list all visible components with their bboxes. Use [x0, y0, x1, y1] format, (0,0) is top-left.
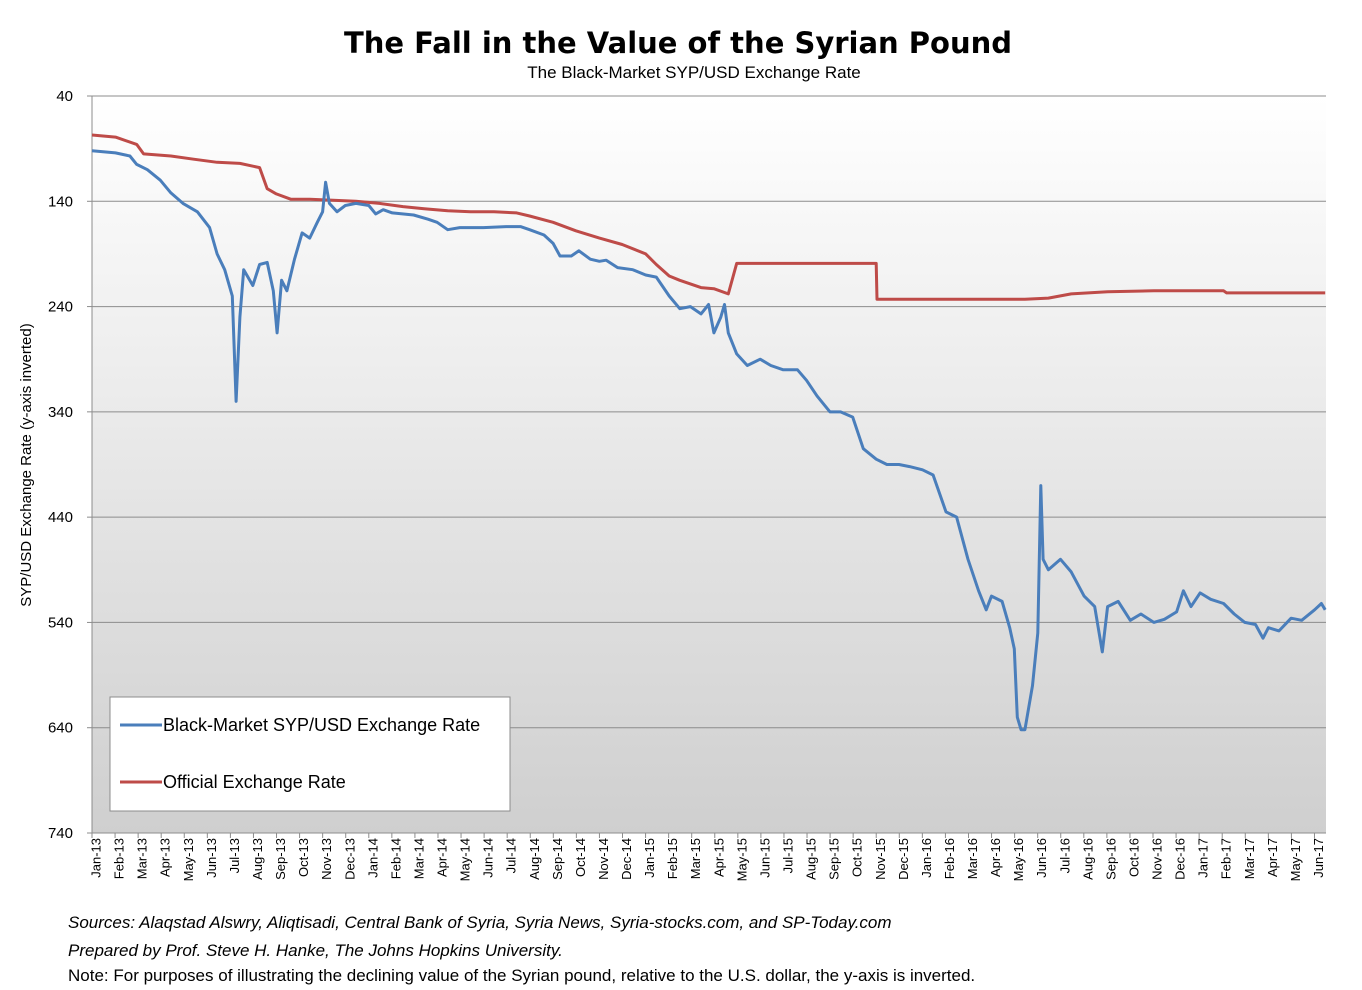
x-tick-label: Aug-13: [250, 838, 265, 880]
x-tick-label: Jan-14: [365, 838, 380, 878]
x-tick-label: Apr-17: [1265, 838, 1280, 877]
x-tick-label: Dec-16: [1173, 838, 1188, 880]
x-tick-label: Jun-17: [1311, 838, 1326, 878]
x-tick-label: Nov-16: [1150, 838, 1165, 880]
x-axis-ticks: Jan-13 Feb-13 Mar-13 Apr-13 May-13 Jun-13 Jul-…: [89, 833, 1326, 881]
y-axis-ticks: 40 140 240 340 440 540 640 740: [48, 88, 92, 842]
x-tick-label: Feb-14: [388, 838, 403, 879]
x-tick-label: Mar-17: [1242, 838, 1257, 879]
x-tick-label: Aug-15: [804, 838, 819, 880]
x-tick-label: Jan-13: [89, 838, 104, 878]
x-tick-label: May-15: [734, 838, 749, 881]
x-tick-label: Feb-13: [112, 838, 127, 879]
x-tick-label: Sep-16: [1103, 838, 1118, 880]
x-tick-label: May-16: [1011, 838, 1026, 881]
series-line-0: [91, 149, 1327, 732]
x-tick-label: Apr-15: [711, 838, 726, 877]
x-tick-label: Feb-17: [1219, 838, 1234, 879]
legend-label-official: Official Exchange Rate: [163, 772, 346, 792]
y-tick-label: 340: [48, 404, 73, 421]
x-tick-label: Oct-13: [296, 838, 311, 877]
x-tick-label: Jan-17: [1196, 838, 1211, 878]
y-tick-label: 240: [48, 299, 73, 316]
y-tick-label: 640: [48, 720, 73, 737]
x-tick-label: Aug-14: [527, 838, 542, 880]
x-tick-label: Dec-14: [619, 838, 634, 880]
x-tick-label: Jul-15: [780, 838, 795, 873]
x-tick-label: Jun-15: [757, 838, 772, 878]
x-tick-label: Nov-15: [873, 838, 888, 880]
legend-label-black-market: Black-Market SYP/USD Exchange Rate: [163, 715, 480, 735]
x-tick-label: Jul-13: [227, 838, 242, 873]
prepared-by-note: Prepared by Prof. Steve H. Hanke, The Jo…: [68, 941, 563, 960]
inverted-axis-note: Note: For purposes of illustrating the d…: [68, 966, 976, 985]
chart-title: The Fall in the Value of the Syrian Poun…: [344, 26, 1012, 60]
y-tick-label: 40: [56, 88, 73, 105]
x-tick-label: Mar-16: [965, 838, 980, 879]
x-tick-label: May-13: [181, 838, 196, 881]
x-tick-label: Apr-13: [158, 838, 173, 877]
x-tick-label: Feb-16: [942, 838, 957, 879]
x-tick-label: Dec-15: [896, 838, 911, 880]
series-group: [91, 133, 1327, 732]
y-tick-label: 740: [48, 825, 73, 842]
x-tick-label: Sep-15: [827, 838, 842, 880]
x-tick-label: Aug-16: [1080, 838, 1095, 880]
x-tick-label: Dec-13: [342, 838, 357, 880]
y-tick-label: 140: [48, 193, 73, 210]
x-tick-label: Jan-15: [642, 838, 657, 878]
x-tick-label: Mar-13: [135, 838, 150, 879]
y-tick-label: 440: [48, 509, 73, 526]
x-tick-label: May-14: [458, 838, 473, 881]
x-tick-label: Sep-14: [550, 838, 565, 880]
x-tick-label: Jun-13: [204, 838, 219, 878]
x-tick-label: Jun-14: [481, 838, 496, 878]
x-tick-label: Sep-13: [273, 838, 288, 880]
series-line-1: [91, 133, 1326, 301]
x-tick-label: Apr-14: [435, 838, 450, 877]
x-tick-label: Jun-16: [1034, 838, 1049, 878]
x-tick-label: Oct-14: [573, 838, 588, 877]
x-tick-label: Nov-14: [596, 838, 611, 880]
chart-subtitle: The Black-Market SYP/USD Exchange Rate: [527, 63, 861, 82]
x-tick-label: Apr-16: [988, 838, 1003, 877]
x-tick-label: Mar-14: [411, 838, 426, 879]
x-tick-label: Feb-15: [665, 838, 680, 879]
legend-box: [109, 696, 511, 812]
x-tick-label: Mar-15: [688, 838, 703, 879]
x-tick-label: Nov-13: [319, 838, 334, 880]
x-tick-label: Jul-16: [1057, 838, 1072, 873]
x-tick-label: Jul-14: [504, 838, 519, 873]
x-tick-label: Jan-16: [919, 838, 934, 878]
x-tick-label: Oct-15: [850, 838, 865, 877]
sources-note: Sources: Alaqstad Alswry, Aliqtisadi, Ce…: [68, 913, 892, 932]
legend: Black-Market SYP/USD Exchange Rate Offic…: [109, 696, 511, 812]
x-tick-label: Oct-16: [1126, 838, 1141, 877]
y-axis-label: SYP/USD Exchange Rate (y-axis inverted): [18, 323, 35, 606]
y-tick-label: 540: [48, 614, 73, 631]
x-tick-label: May-17: [1288, 838, 1303, 881]
